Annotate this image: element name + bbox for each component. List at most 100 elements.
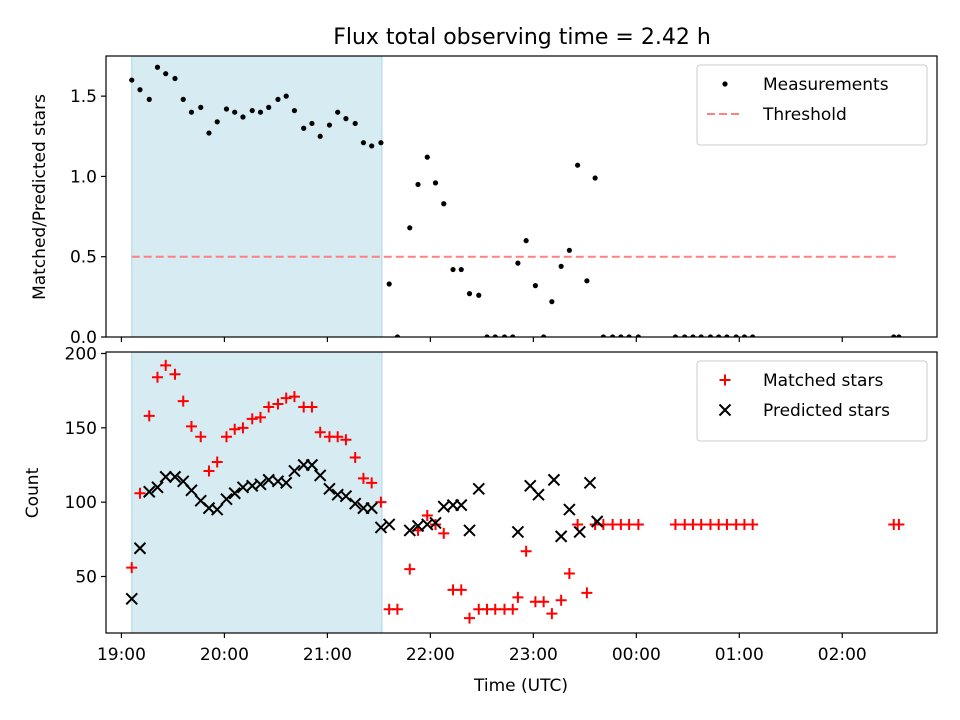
bottom-series-0-point-4 xyxy=(160,359,172,371)
bottom-series-0-point-10-glyph xyxy=(211,456,223,468)
bottom-series-0-point-8 xyxy=(195,431,207,443)
bottom-series-1-point-40-glyph xyxy=(511,525,525,539)
bottom-series-1-point-48 xyxy=(590,515,604,528)
bottom-series-0-point-10 xyxy=(211,456,223,468)
top-legend-label-0: Measurements xyxy=(763,75,889,95)
bottom-series-0-point-2 xyxy=(143,410,155,422)
bottom-series-0-point-53-glyph xyxy=(581,587,593,599)
top-series-0-point-69 xyxy=(750,334,756,337)
x-axis-label: Time (UTC) xyxy=(473,676,568,696)
bottom-series-0-point-66-glyph xyxy=(721,518,733,530)
bottom-legend-swatch-0 xyxy=(719,374,731,386)
bottom-series-1-point-38 xyxy=(463,524,476,537)
top-series-0-point-45 xyxy=(515,260,521,266)
top-series-0-point-8 xyxy=(198,104,204,110)
bottom-series-0-point-9 xyxy=(203,465,215,477)
top-y-tick-label-1: 0.5 xyxy=(70,248,97,268)
bottom-series-0-point-18 xyxy=(280,392,292,404)
top-series-0-point-47 xyxy=(532,283,539,289)
bottom-series-0-point-17-glyph xyxy=(272,398,284,410)
bottom-series-0-point-8-glyph xyxy=(195,431,207,443)
bottom-y-axis-label: Count xyxy=(23,467,43,518)
bottom-legend-label-0: Matched stars xyxy=(763,371,883,391)
bottom-series-1-point-26-glyph xyxy=(348,497,362,510)
bottom-series-0-point-21-glyph xyxy=(306,401,318,413)
top-series-0-point-10 xyxy=(214,119,220,125)
bottom-series-1-point-1 xyxy=(133,542,147,555)
bottom-shaded-span xyxy=(131,351,383,634)
top-y-tick-label-3: 1.5 xyxy=(70,87,97,107)
top-series-0-point-54 xyxy=(592,175,598,181)
top-series-0-point-27 xyxy=(360,140,367,146)
bottom-series-1-point-44 xyxy=(554,530,568,543)
bottom-series-1-point-2-glyph xyxy=(143,485,156,498)
top-series-0-point-16 xyxy=(266,104,272,110)
bottom-series-0-point-22-glyph xyxy=(314,426,326,438)
bottom-series-0-point-34-glyph xyxy=(421,510,433,522)
bottom-series-0-point-9-glyph xyxy=(203,465,215,477)
top-series-0-point-4 xyxy=(163,71,169,77)
bottom-axes-frame xyxy=(105,351,938,634)
bottom-series-0-point-27 xyxy=(357,472,369,484)
top-series-0-point-60 xyxy=(672,334,679,337)
top-series-0-point-20 xyxy=(301,125,307,131)
bottom-series-0-point-26 xyxy=(349,452,361,464)
bottom-series-0-point-50 xyxy=(555,594,567,606)
bottom-series-0-point-24-glyph xyxy=(332,431,344,443)
bottom-legend: Matched stars Predicted stars xyxy=(696,360,928,442)
top-series-0-point-9 xyxy=(206,130,212,136)
bottom-series-1-point-38-glyph xyxy=(463,524,476,537)
top-series-0-point-1 xyxy=(137,87,143,93)
bottom-series-0-point-63-glyph xyxy=(695,518,707,530)
top-shaded-span xyxy=(131,55,383,338)
bottom-series-1-point-21-glyph xyxy=(305,458,319,472)
bottom-series-0-point-38 xyxy=(455,584,467,596)
top-series-0-point-41 xyxy=(484,334,490,337)
bottom-series-0-point-31 xyxy=(391,603,403,615)
bottom-series-1-point-23 xyxy=(323,482,336,495)
bottom-series-0-point-36 xyxy=(438,527,450,539)
bottom-series-0-point-12-glyph xyxy=(229,423,241,435)
bottom-series-1-point-15-glyph xyxy=(254,478,267,491)
top-series-0-point-62 xyxy=(690,334,696,337)
top-series-0-point-14 xyxy=(249,107,255,114)
bottom-series-0-point-13-glyph xyxy=(237,422,249,434)
bottom-series-0-point-69-glyph xyxy=(747,518,759,530)
top-series-0-point-53 xyxy=(584,278,590,284)
bottom-series-0-point-6-glyph xyxy=(177,395,189,407)
top-series-0-point-71 xyxy=(896,334,902,337)
bottom-series-1-point-47-glyph xyxy=(583,476,597,490)
bottom-legend-label-1: Predicted stars xyxy=(763,401,890,421)
bottom-series-1-point-4-glyph xyxy=(159,470,172,484)
bottom-series-0-point-35 xyxy=(430,518,442,530)
bottom-series-0-point-35-glyph xyxy=(430,518,442,530)
bottom-series-0-point-66 xyxy=(721,518,733,530)
bottom-series-0-point-16 xyxy=(263,401,275,413)
bottom-series-0-point-26-glyph xyxy=(349,452,361,464)
bottom-series-1-point-43-glyph xyxy=(547,473,561,487)
top-series-0-point-46 xyxy=(523,238,529,244)
bottom-series-0-point-25 xyxy=(340,434,352,446)
bottom-series-0-point-49-glyph xyxy=(546,608,558,620)
bottom-series-0-point-21 xyxy=(306,401,318,413)
bottom-series-0-point-19 xyxy=(288,391,300,403)
bottom-series-0-point-29-glyph xyxy=(375,496,387,508)
bottom-series-1-point-11-glyph xyxy=(220,492,233,506)
bottom-x-tick-label-3: 22:00 xyxy=(406,645,455,665)
top-series-0-point-21 xyxy=(309,120,315,127)
bottom-series-0-point-13 xyxy=(237,422,249,434)
bottom-series-1-point-3 xyxy=(151,481,164,494)
bottom-series-1-point-30-glyph xyxy=(382,518,396,531)
top-series-0-point-40 xyxy=(476,292,482,298)
bottom-series-1-point-34 xyxy=(429,516,442,530)
bottom-series-0-point-6 xyxy=(177,395,189,407)
bottom-series-1-point-2 xyxy=(143,485,156,498)
bottom-series-0-point-51 xyxy=(563,568,575,580)
bottom-series-1-point-0 xyxy=(125,592,138,606)
bottom-series-0-point-42-glyph xyxy=(489,603,501,615)
top-series-0-point-0 xyxy=(129,77,135,83)
bottom-series-1-point-5-glyph xyxy=(168,470,182,484)
bottom-y-tick-label-0: 50 xyxy=(75,568,97,588)
bottom-series-0-point-50-glyph xyxy=(555,594,567,606)
bottom-series-0-point-7-glyph xyxy=(185,420,197,432)
